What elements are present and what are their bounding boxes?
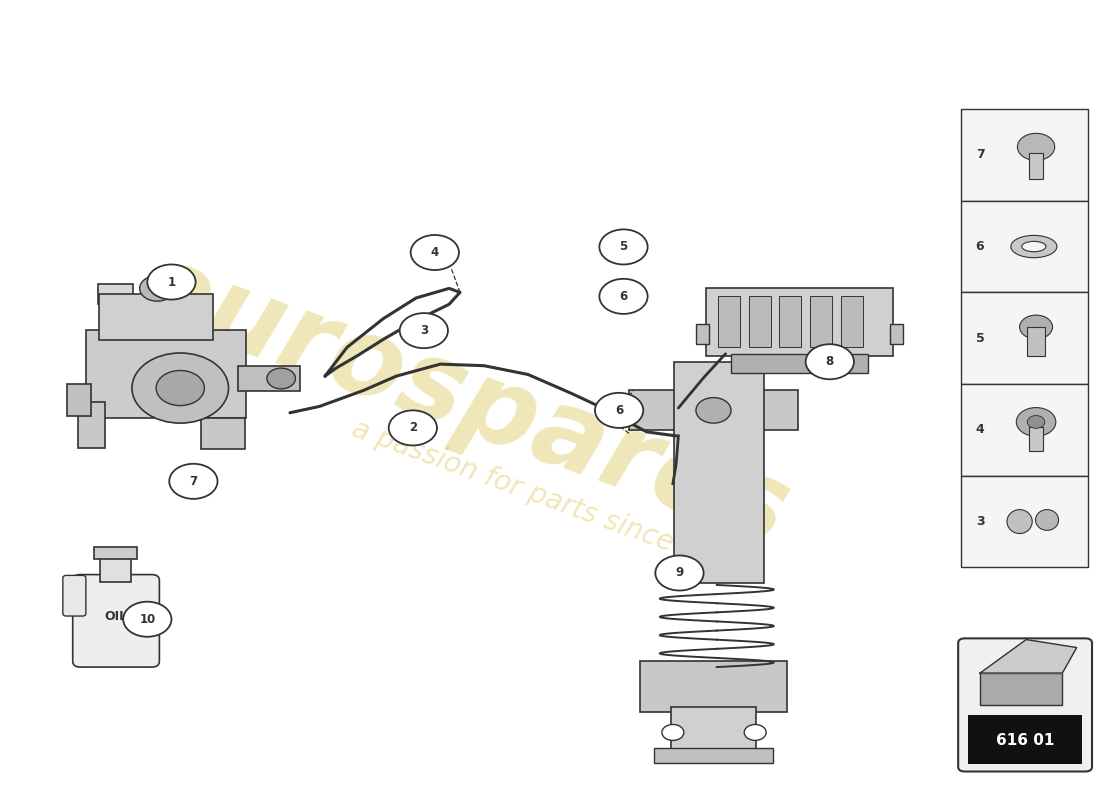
Circle shape (410, 235, 459, 270)
Circle shape (600, 230, 648, 265)
FancyBboxPatch shape (706, 287, 893, 356)
Circle shape (156, 370, 205, 406)
Ellipse shape (1011, 235, 1057, 258)
Circle shape (1027, 415, 1045, 428)
FancyBboxPatch shape (958, 638, 1092, 771)
Polygon shape (980, 639, 1077, 673)
FancyBboxPatch shape (73, 574, 160, 667)
Text: 3: 3 (976, 515, 984, 528)
Text: 6: 6 (619, 290, 628, 303)
Circle shape (1016, 407, 1056, 436)
Bar (779, 296, 801, 347)
Bar (961, 109, 1088, 201)
Text: 7: 7 (189, 475, 198, 488)
Circle shape (696, 398, 732, 423)
Circle shape (132, 353, 229, 423)
Bar (654, 748, 772, 762)
FancyBboxPatch shape (86, 330, 246, 418)
Bar (100, 558, 131, 582)
Bar (1030, 154, 1043, 178)
Bar (890, 324, 903, 344)
Circle shape (267, 368, 296, 389)
Ellipse shape (1006, 510, 1032, 534)
Circle shape (600, 279, 648, 314)
Circle shape (123, 602, 172, 637)
Text: 9: 9 (675, 566, 683, 579)
Text: 5: 5 (619, 241, 628, 254)
FancyBboxPatch shape (629, 390, 798, 430)
Circle shape (1020, 315, 1053, 339)
Bar (671, 707, 757, 754)
Circle shape (399, 313, 448, 348)
Circle shape (662, 725, 684, 741)
Text: 2: 2 (409, 422, 417, 434)
FancyBboxPatch shape (67, 384, 91, 416)
Text: OIL: OIL (103, 610, 128, 623)
Bar (674, 362, 764, 583)
Text: 5: 5 (976, 332, 984, 345)
Circle shape (656, 555, 704, 590)
Text: 4: 4 (976, 423, 984, 436)
FancyBboxPatch shape (98, 284, 133, 304)
Bar (732, 354, 868, 373)
FancyBboxPatch shape (99, 294, 213, 340)
FancyBboxPatch shape (239, 366, 300, 391)
Text: 7: 7 (976, 148, 984, 162)
Ellipse shape (1035, 510, 1058, 530)
Bar (696, 324, 710, 344)
Text: 10: 10 (140, 613, 155, 626)
Bar (94, 546, 138, 559)
FancyBboxPatch shape (640, 661, 786, 712)
FancyBboxPatch shape (63, 575, 86, 616)
Bar (961, 201, 1088, 292)
Circle shape (805, 344, 854, 379)
Text: a passion for parts since 1985: a passion for parts since 1985 (348, 414, 752, 585)
Ellipse shape (1022, 242, 1046, 252)
Bar (840, 296, 862, 347)
Circle shape (140, 276, 175, 301)
Text: 6: 6 (615, 404, 624, 417)
Bar (961, 476, 1088, 567)
Text: 3: 3 (420, 324, 428, 337)
Bar (1030, 426, 1043, 450)
FancyBboxPatch shape (78, 402, 104, 448)
Text: 616 01: 616 01 (996, 734, 1054, 748)
Text: 4: 4 (431, 246, 439, 259)
Bar (961, 384, 1088, 476)
Bar (718, 296, 740, 347)
Circle shape (169, 464, 218, 499)
Bar (810, 296, 832, 347)
Bar (980, 673, 1063, 705)
FancyBboxPatch shape (201, 418, 245, 450)
Circle shape (595, 393, 644, 428)
Circle shape (745, 725, 767, 741)
Bar (968, 715, 1082, 764)
Bar (961, 292, 1088, 384)
Text: 8: 8 (826, 355, 834, 368)
Bar (749, 296, 770, 347)
Text: eurospares: eurospares (122, 233, 802, 567)
Circle shape (147, 265, 196, 299)
Circle shape (388, 410, 437, 446)
Bar (1027, 327, 1045, 356)
Text: 1: 1 (167, 275, 176, 289)
Circle shape (1018, 134, 1055, 161)
Text: 6: 6 (976, 240, 984, 253)
